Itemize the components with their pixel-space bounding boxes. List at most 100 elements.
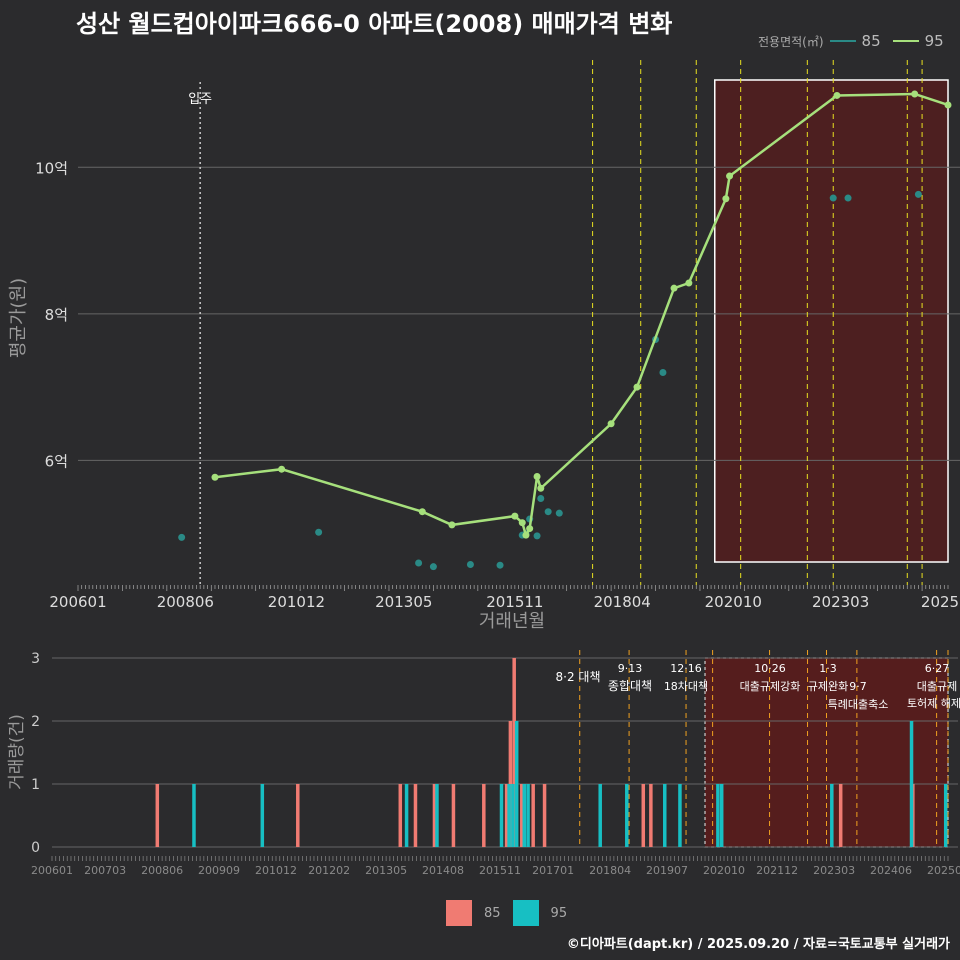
policy-label-date: 12·16 [670, 662, 702, 675]
volume-x-tick-label: 201511 [479, 864, 521, 877]
point-95 [670, 284, 678, 292]
volume-x-tick-label: 201012 [255, 864, 297, 877]
volume-y-tick-label: 1 [31, 777, 40, 793]
point-95 [518, 519, 526, 527]
point-85 [555, 509, 563, 517]
bar-85 [296, 784, 300, 847]
bar-85 [520, 784, 524, 847]
point-95 [726, 172, 734, 180]
policy-label-date: 10·26 [754, 662, 786, 675]
legend-85-swatch [446, 900, 472, 926]
point-95 [633, 383, 641, 391]
legend-85-text: 85 [484, 905, 501, 921]
highlight-region [714, 79, 949, 563]
y-tick-label: 10억 [35, 159, 68, 177]
y-axis-label: 평균가(원) [8, 278, 29, 358]
bar-85 [649, 784, 653, 847]
point-95 [607, 420, 615, 428]
bar-95 [909, 721, 914, 847]
policy-label-name: 18차대책 [664, 680, 708, 693]
volume-x-tick-label: 200601 [31, 864, 73, 877]
bar-95 [435, 784, 439, 847]
bar-85 [451, 784, 456, 847]
bar-95 [526, 784, 530, 847]
bar-95 [192, 784, 196, 847]
volume-y-axis-label: 거래량(건) [7, 714, 27, 790]
point-85 [496, 561, 504, 569]
point-85 [829, 194, 837, 202]
legend-85-label: 85 [861, 32, 881, 50]
point-95 [722, 195, 730, 203]
point-85 [914, 190, 922, 198]
volume-x-tick-label: 201804 [589, 864, 631, 877]
policy-label-date: 1·3 [819, 662, 837, 675]
x-tick-label: 201305 [375, 593, 432, 611]
volume-x-tick-label: 202509 [927, 864, 960, 877]
price-chart: 6억 8억 10억 200601 200806 201012 201305 201511 201… [8, 60, 960, 632]
bar-85 [413, 784, 418, 847]
volume-x-tick-label: 202112 [756, 864, 798, 877]
legend-title: 전용면적(㎡) [758, 34, 824, 49]
bar-85 [512, 658, 516, 847]
point-95 [911, 90, 919, 98]
legend-95-text: 95 [550, 905, 568, 921]
bar-85 [641, 784, 646, 847]
policy-label: 8·2 대책 [556, 669, 601, 684]
x-tick-label: 200806 [157, 593, 214, 611]
point-85 [315, 528, 323, 536]
bar-85 [531, 784, 535, 847]
point-95 [511, 512, 519, 520]
legend-95-line [892, 40, 919, 42]
policy-label-date: 9·7 [849, 680, 867, 693]
volume-y-tick-label: 0 [31, 840, 40, 856]
bar-85 [398, 784, 403, 847]
bottom-legend: 85 95 [446, 900, 567, 926]
legend-95-swatch [512, 900, 539, 926]
volume-y-tick-label: 3 [31, 651, 40, 667]
volume-chart: 0 1 2 3 거래량(건) 200601 200703 200806 200909 201012… [7, 650, 960, 877]
policy-label-name: 규제완화 [808, 680, 848, 693]
y-tick-label: 8억 [45, 306, 68, 324]
point-95 [522, 531, 530, 539]
volume-x-tick-label: 201907 [646, 864, 688, 877]
policy-label-name: 대출규제강화 [740, 680, 801, 693]
bar-95 [507, 784, 511, 847]
policy-label-name: 대출규제 [917, 680, 957, 693]
bar-95 [943, 784, 948, 847]
point-85 [537, 495, 545, 503]
legend-95-label: 95 [924, 32, 944, 50]
policy-label-name: 특례대출축소 [828, 698, 889, 711]
bar-95 [719, 784, 724, 847]
point-95 [448, 521, 456, 529]
point-95 [944, 101, 952, 109]
volume-x-tick-label: 202303 [813, 864, 855, 877]
bar-95 [499, 784, 504, 847]
volume-x-tick-label: 200806 [141, 864, 183, 877]
volume-x-tick-label: 201202 [308, 864, 350, 877]
point-85 [544, 508, 552, 516]
volume-x-tick-label: 201701 [532, 864, 574, 877]
bar-85 [504, 784, 509, 847]
point-95 [278, 465, 286, 473]
volume-x-tick-label: 200703 [84, 864, 126, 877]
volume-x-tick-label: 202406 [870, 864, 912, 877]
bar-85 [542, 784, 547, 847]
point-95 [418, 508, 426, 516]
bar-85 [482, 784, 486, 847]
policy-label-name: 종합대책 [608, 678, 652, 693]
volume-y-tick-label: 2 [31, 714, 40, 730]
legend-85-line [829, 40, 856, 42]
bar-85 [432, 784, 437, 847]
bar-95 [404, 784, 409, 847]
point-85 [844, 194, 852, 202]
move-in-label: 입주 [188, 92, 212, 107]
bar-85 [155, 784, 160, 847]
policy-label-date: 6·27 [925, 662, 950, 675]
policy-label: 토허제 해제 [907, 696, 960, 710]
credit-text: ©디아파트(dapt.kr) / 2025.09.20 / 자료=국토교통부 실… [566, 937, 950, 952]
policy-label-date: 9·13 [618, 662, 643, 675]
point-85 [178, 533, 186, 541]
point-95 [526, 525, 534, 533]
point-95 [533, 473, 541, 481]
bar-95 [598, 784, 602, 847]
